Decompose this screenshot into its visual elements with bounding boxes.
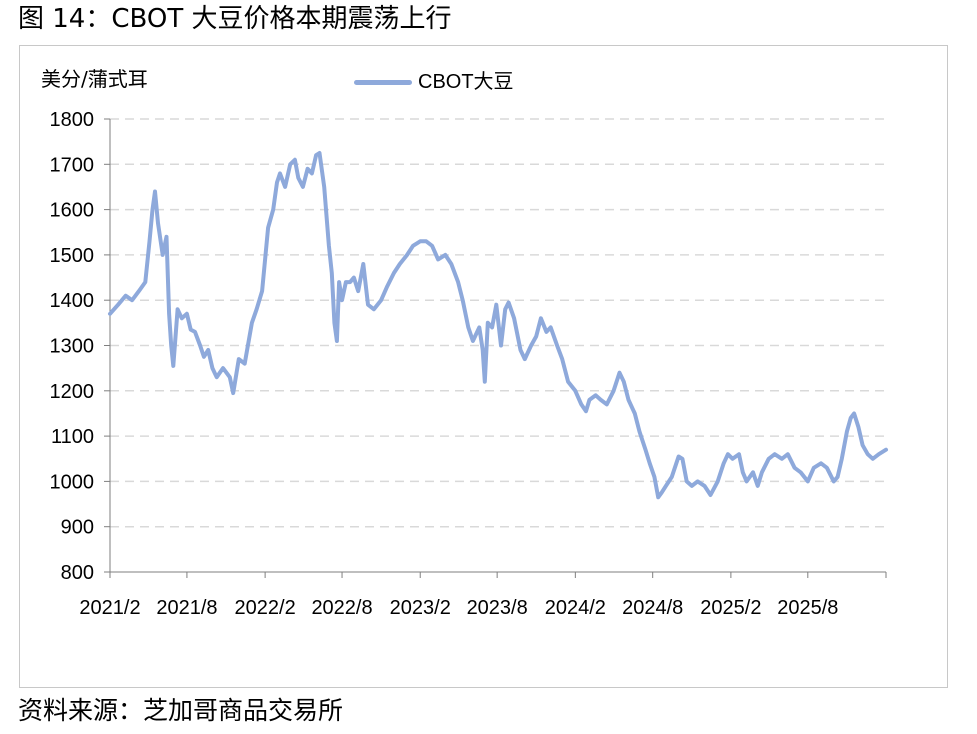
y-tick-label-1500: 1500 bbox=[50, 245, 95, 267]
figure-title: 图 14：CBOT 大豆价格本期震荡上行 bbox=[18, 4, 452, 34]
x-tick-label-2: 2022/2 bbox=[235, 597, 296, 619]
x-tick-label-1: 2021/8 bbox=[156, 597, 217, 619]
y-tick-label-1100: 1100 bbox=[51, 426, 94, 448]
legend-label: CBOT大豆 bbox=[418, 71, 514, 93]
y-tick-label-1300: 1300 bbox=[50, 336, 95, 358]
y-tick-label-1200: 1200 bbox=[50, 381, 95, 403]
x-tick-label-0: 2021/2 bbox=[79, 597, 140, 619]
x-tick-label-7: 2024/8 bbox=[622, 597, 683, 619]
y-tick-label-1400: 1400 bbox=[50, 290, 95, 312]
chart-legend: CBOT大豆 bbox=[354, 69, 514, 95]
y-tick-label-1600: 1600 bbox=[50, 200, 95, 222]
y-tick-label-900: 900 bbox=[61, 517, 94, 539]
y-axis-unit-label: 美分/蒲式耳 bbox=[41, 67, 148, 91]
source-note: 资料来源：芝加哥商品交易所 bbox=[18, 696, 344, 725]
series-line-0 bbox=[108, 151, 888, 500]
x-tick-label-4: 2023/2 bbox=[390, 597, 451, 619]
x-tick-label-8: 2025/2 bbox=[700, 597, 761, 619]
x-tick-label-3: 2022/8 bbox=[311, 597, 372, 619]
x-tick-label-9: 2025/8 bbox=[777, 597, 838, 619]
y-tick-label-800: 800 bbox=[61, 562, 94, 584]
x-tick-label-6: 2024/2 bbox=[545, 597, 606, 619]
y-tick-label-1700: 1700 bbox=[50, 154, 95, 176]
legend-swatch bbox=[354, 79, 412, 85]
y-tick-label-1000: 1000 bbox=[50, 471, 95, 493]
x-tick-label-5: 2023/8 bbox=[467, 597, 528, 619]
y-tick-label-1800: 1800 bbox=[50, 109, 95, 131]
chart-frame bbox=[19, 45, 948, 688]
